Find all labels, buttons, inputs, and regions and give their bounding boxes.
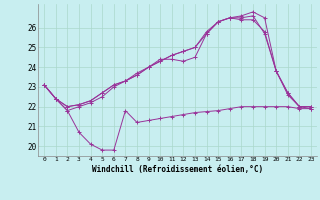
X-axis label: Windchill (Refroidissement éolien,°C): Windchill (Refroidissement éolien,°C) (92, 165, 263, 174)
